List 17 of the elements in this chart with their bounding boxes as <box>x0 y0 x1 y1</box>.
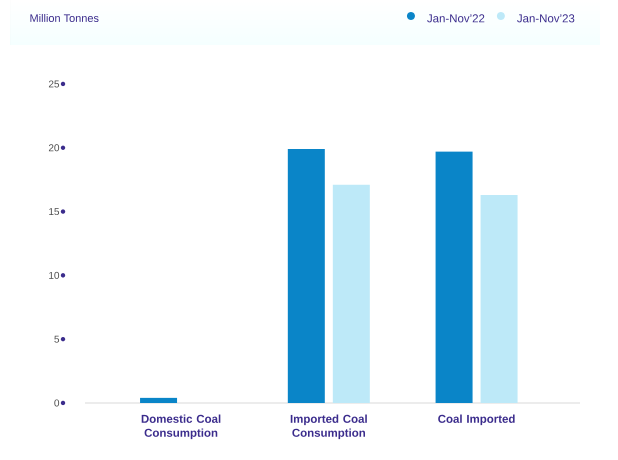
legend-label: Jan-Nov’23 <box>517 14 574 22</box>
y-tick-label: 20 <box>48 144 60 152</box>
bar <box>288 149 325 403</box>
y-tick-label: 10 <box>49 272 60 279</box>
bar <box>480 195 518 403</box>
bar <box>332 184 370 403</box>
x-tick-label: Domestic Coal Consumption <box>142 414 220 440</box>
x-tick-label: Coal Imported <box>438 414 515 426</box>
x-tick-label: Imported Coal Consumption <box>290 414 367 440</box>
y-tick-label: 5 <box>54 336 60 343</box>
bar <box>436 152 473 403</box>
text: Million Tonnes <box>30 14 99 22</box>
y-tick-label: 15 <box>49 208 60 216</box>
y-tick-label: 0 <box>54 399 60 407</box>
y-tick-label: 25 <box>48 80 60 88</box>
bar <box>140 398 178 403</box>
legend-label: Jan-Nov’22 <box>427 14 484 22</box>
